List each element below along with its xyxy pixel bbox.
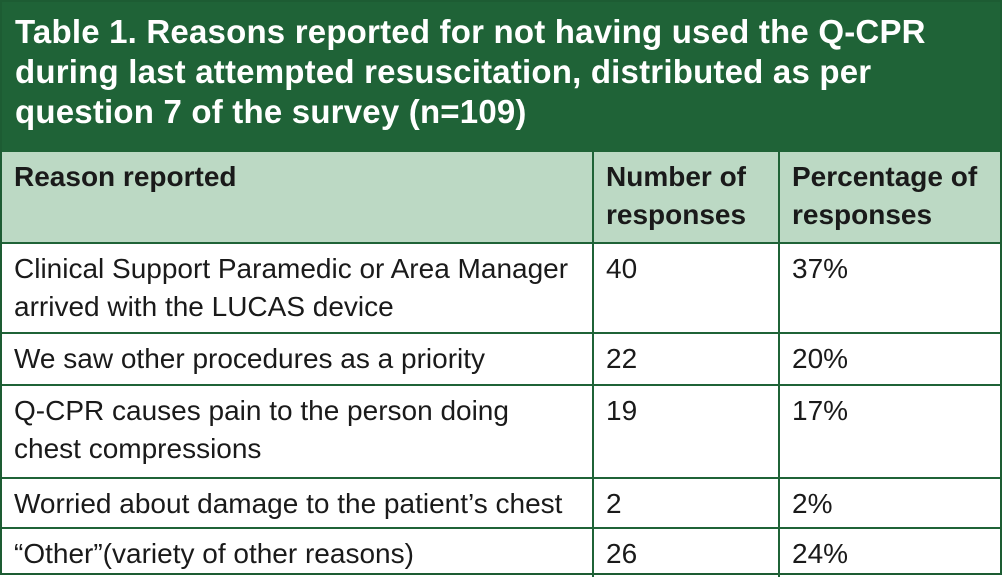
percentage-cell: 2% (778, 477, 1000, 529)
percentage-cell: 24% (778, 527, 1000, 577)
table-row: Worried about damage to the patient’s ch… (2, 477, 1000, 529)
number-cell: 22 (592, 332, 780, 386)
number-cell: 19 (592, 384, 780, 479)
reason-cell: Q-CPR causes pain to the person doing ch… (2, 384, 594, 479)
reason-cell: “Other”(variety of other reasons) (2, 527, 594, 577)
reason-cell: Worried about damage to the patient’s ch… (2, 477, 594, 529)
column-header-reason: Reason reported (2, 152, 594, 244)
header-row: Reason reported Number of responses Perc… (2, 152, 1000, 244)
table-row: We saw other procedures as a priority 22… (2, 332, 1000, 386)
percentage-cell: 20% (778, 332, 1000, 386)
table-row: “Other”(variety of other reasons) 26 24% (2, 527, 1000, 577)
reasons-table: Reason reported Number of responses Perc… (2, 152, 1000, 577)
column-header-number: Number of responses (592, 152, 780, 244)
number-cell: 26 (592, 527, 780, 577)
column-header-percentage: Percentage of responses (778, 152, 1000, 244)
percentage-cell: 17% (778, 384, 1000, 479)
number-cell: 2 (592, 477, 780, 529)
number-cell: 40 (592, 242, 780, 334)
table-row: Clinical Support Paramedic or Area Manag… (2, 242, 1000, 334)
reason-cell: Clinical Support Paramedic or Area Manag… (2, 242, 594, 334)
table-caption: Table 1. Reasons reported for not having… (2, 2, 1000, 152)
reason-cell: We saw other procedures as a priority (2, 332, 594, 386)
table-row: Q-CPR causes pain to the person doing ch… (2, 384, 1000, 479)
percentage-cell: 37% (778, 242, 1000, 334)
